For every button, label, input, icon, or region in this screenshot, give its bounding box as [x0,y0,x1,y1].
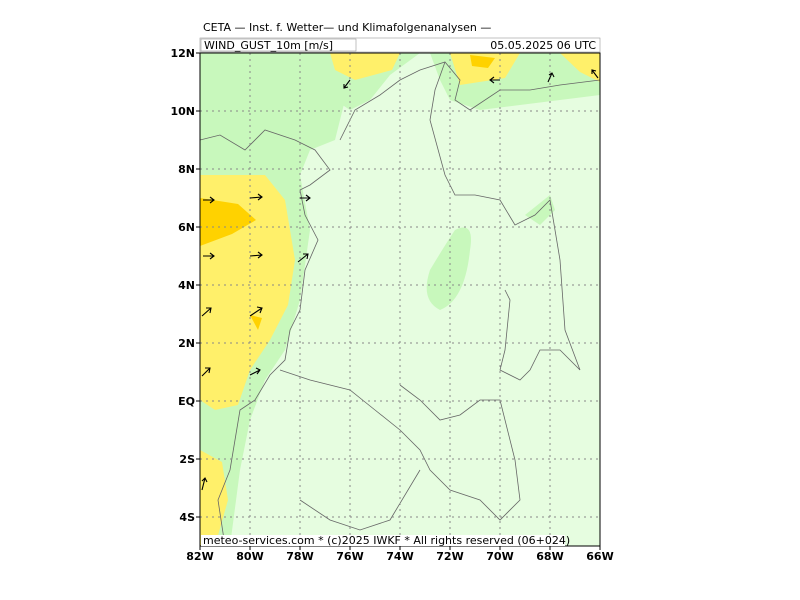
footer-box [201,535,565,546]
valid-time: 05.05.2025 06 UTC [490,39,596,52]
y-tick-label: 4S [179,511,195,524]
header-box [199,37,601,53]
x-tick-label: 72W [436,550,463,563]
wind-arrow [201,307,212,317]
x-tick-label: 78W [286,550,313,563]
wind-arrow [489,76,500,84]
variable-label: WIND_GUST_10m [m/s] [204,39,333,52]
wind-arrow [249,251,263,259]
y-tick-label: 8N [178,163,195,176]
field-medium [426,227,471,310]
y-tick-label: 4N [178,279,195,292]
header-title: CETA — Inst. f. Wetter— und Klimafolgena… [203,21,491,34]
wind-arrow [201,367,211,377]
wind-arrow [201,477,208,491]
variable-box [200,38,357,52]
field-high [450,53,520,85]
y-tick-label: 2N [178,337,195,350]
wind-arrows [201,69,599,491]
field-high [560,53,600,82]
x-tick-label: 82W [186,550,213,563]
wind-arrow [547,72,555,83]
x-tick-label: 68W [536,550,563,563]
coastline [339,61,600,141]
y-tick-label: 6N [178,221,195,234]
y-tick-label: 2S [179,453,195,466]
field-highest [250,315,262,330]
x-tick-label: 80W [236,550,263,563]
border [429,61,581,381]
wind-arrow [297,253,309,263]
map-area [200,53,600,546]
x-tick-label: 70W [486,550,513,563]
border [279,369,521,521]
field-highest [200,198,256,246]
coastline [200,129,331,546]
y-tick-label: 10N [170,105,195,118]
grid [200,53,600,546]
x-tick-label: 74W [386,550,413,563]
wind-arrow [343,79,351,89]
wind-arrow [249,306,263,317]
x-tick-label: 76W [336,550,363,563]
wind-arrow [249,193,263,201]
wind-arrow [591,69,599,79]
y-tick-label: EQ [178,395,195,408]
footer: meteo-services.com * (c)2025 IWKF * All … [203,534,570,547]
y-tick-label: 12N [170,47,195,60]
field-highest [470,55,495,68]
wind-arrow [203,196,215,204]
wind-arrow [203,252,215,260]
field-high [330,53,400,80]
x-tick-label: 66W [586,550,613,563]
wind-arrow [249,367,261,376]
wind-arrow [300,194,311,202]
